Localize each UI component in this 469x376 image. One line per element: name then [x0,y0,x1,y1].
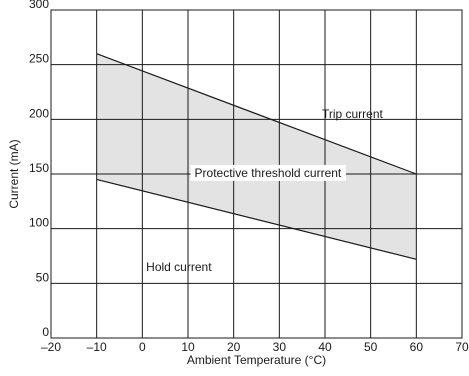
series-line-hold-current [96,178,417,260]
x-tick-label: 60 [410,340,424,354]
annotation-hold-current: Hold current [146,260,212,274]
series-line-trip-current [96,53,417,175]
annotations: Trip current Protective threshold current… [146,107,383,274]
y-tick-label: 250 [29,52,49,66]
x-tick-label: –10 [87,340,107,354]
y-tick-label: 200 [29,106,49,120]
x-tick-label: 30 [273,340,287,354]
x-tick-label: 0 [139,340,146,354]
protective-threshold-region [96,53,417,260]
x-tick-label: 70 [455,340,469,354]
y-tick-label: 50 [36,270,50,284]
x-axis-title: Ambient Temperature (°C) [187,353,326,367]
annotation-protective-threshold-current: Protective threshold current [195,166,342,180]
x-tick-label: –20 [41,340,61,354]
annotation-background [190,164,346,181]
y-tick-label: 300 [29,0,49,11]
x-tick-label: 40 [318,340,332,354]
y-axis-title: Current (mA) [7,139,21,208]
series-lines [96,53,417,260]
y-tick-label: 0 [42,325,49,339]
x-tick-labels: –20 –10 0 10 20 30 40 50 60 70 [41,340,469,354]
x-tick-label: 20 [227,340,241,354]
y-tick-labels: 0 50 100 150 200 250 300 [29,0,49,339]
shaded-region-layer [96,53,417,260]
x-tick-label: 50 [364,340,378,354]
annotation-trip-current: Trip current [322,107,384,121]
plot-area-frame [50,9,463,339]
y-tick-label: 150 [29,161,49,175]
x-tick-label: 10 [181,340,195,354]
y-tick-label: 100 [29,216,49,230]
